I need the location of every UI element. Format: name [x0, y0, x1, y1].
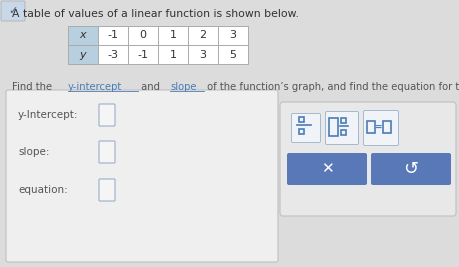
FancyBboxPatch shape — [99, 141, 115, 163]
FancyBboxPatch shape — [128, 26, 157, 45]
Text: 5: 5 — [229, 49, 236, 60]
Text: Find the: Find the — [12, 82, 55, 92]
Text: ✓: ✓ — [8, 6, 17, 16]
Text: of the function’s graph, and find the equation for the function.: of the function’s graph, and find the eq… — [204, 82, 459, 92]
Text: ↺: ↺ — [403, 160, 418, 178]
FancyBboxPatch shape — [6, 90, 277, 262]
FancyBboxPatch shape — [188, 45, 218, 64]
FancyBboxPatch shape — [99, 104, 115, 126]
FancyBboxPatch shape — [325, 112, 358, 144]
Text: x: x — [79, 30, 86, 41]
FancyBboxPatch shape — [370, 153, 450, 185]
Text: 3: 3 — [199, 49, 206, 60]
Text: y: y — [79, 49, 86, 60]
FancyBboxPatch shape — [68, 45, 98, 64]
FancyBboxPatch shape — [188, 26, 218, 45]
FancyBboxPatch shape — [128, 45, 157, 64]
FancyBboxPatch shape — [218, 45, 247, 64]
Text: y-Intercept:: y-Intercept: — [18, 110, 78, 120]
FancyBboxPatch shape — [98, 26, 128, 45]
Text: 3: 3 — [229, 30, 236, 41]
FancyBboxPatch shape — [98, 45, 128, 64]
FancyBboxPatch shape — [291, 113, 320, 143]
FancyBboxPatch shape — [68, 26, 98, 45]
Text: 2: 2 — [199, 30, 206, 41]
FancyBboxPatch shape — [99, 179, 115, 201]
Text: slope: slope — [170, 82, 196, 92]
FancyBboxPatch shape — [157, 45, 188, 64]
Text: -1: -1 — [137, 49, 148, 60]
Text: -1: -1 — [107, 30, 118, 41]
Text: =: = — [375, 123, 382, 132]
Text: ✕: ✕ — [320, 162, 333, 176]
FancyBboxPatch shape — [286, 153, 366, 185]
FancyBboxPatch shape — [280, 102, 455, 216]
Text: 1: 1 — [169, 30, 176, 41]
Text: y-intercept: y-intercept — [67, 82, 122, 92]
Text: A table of values of a linear function is shown below.: A table of values of a linear function i… — [12, 9, 298, 19]
FancyBboxPatch shape — [218, 26, 247, 45]
Text: equation:: equation: — [18, 185, 67, 195]
Text: 1: 1 — [169, 49, 176, 60]
FancyBboxPatch shape — [363, 111, 397, 146]
Text: -3: -3 — [107, 49, 118, 60]
Text: slope:: slope: — [18, 147, 50, 157]
Text: and: and — [138, 82, 162, 92]
FancyBboxPatch shape — [1, 1, 25, 21]
FancyBboxPatch shape — [157, 26, 188, 45]
Text: 0: 0 — [139, 30, 146, 41]
